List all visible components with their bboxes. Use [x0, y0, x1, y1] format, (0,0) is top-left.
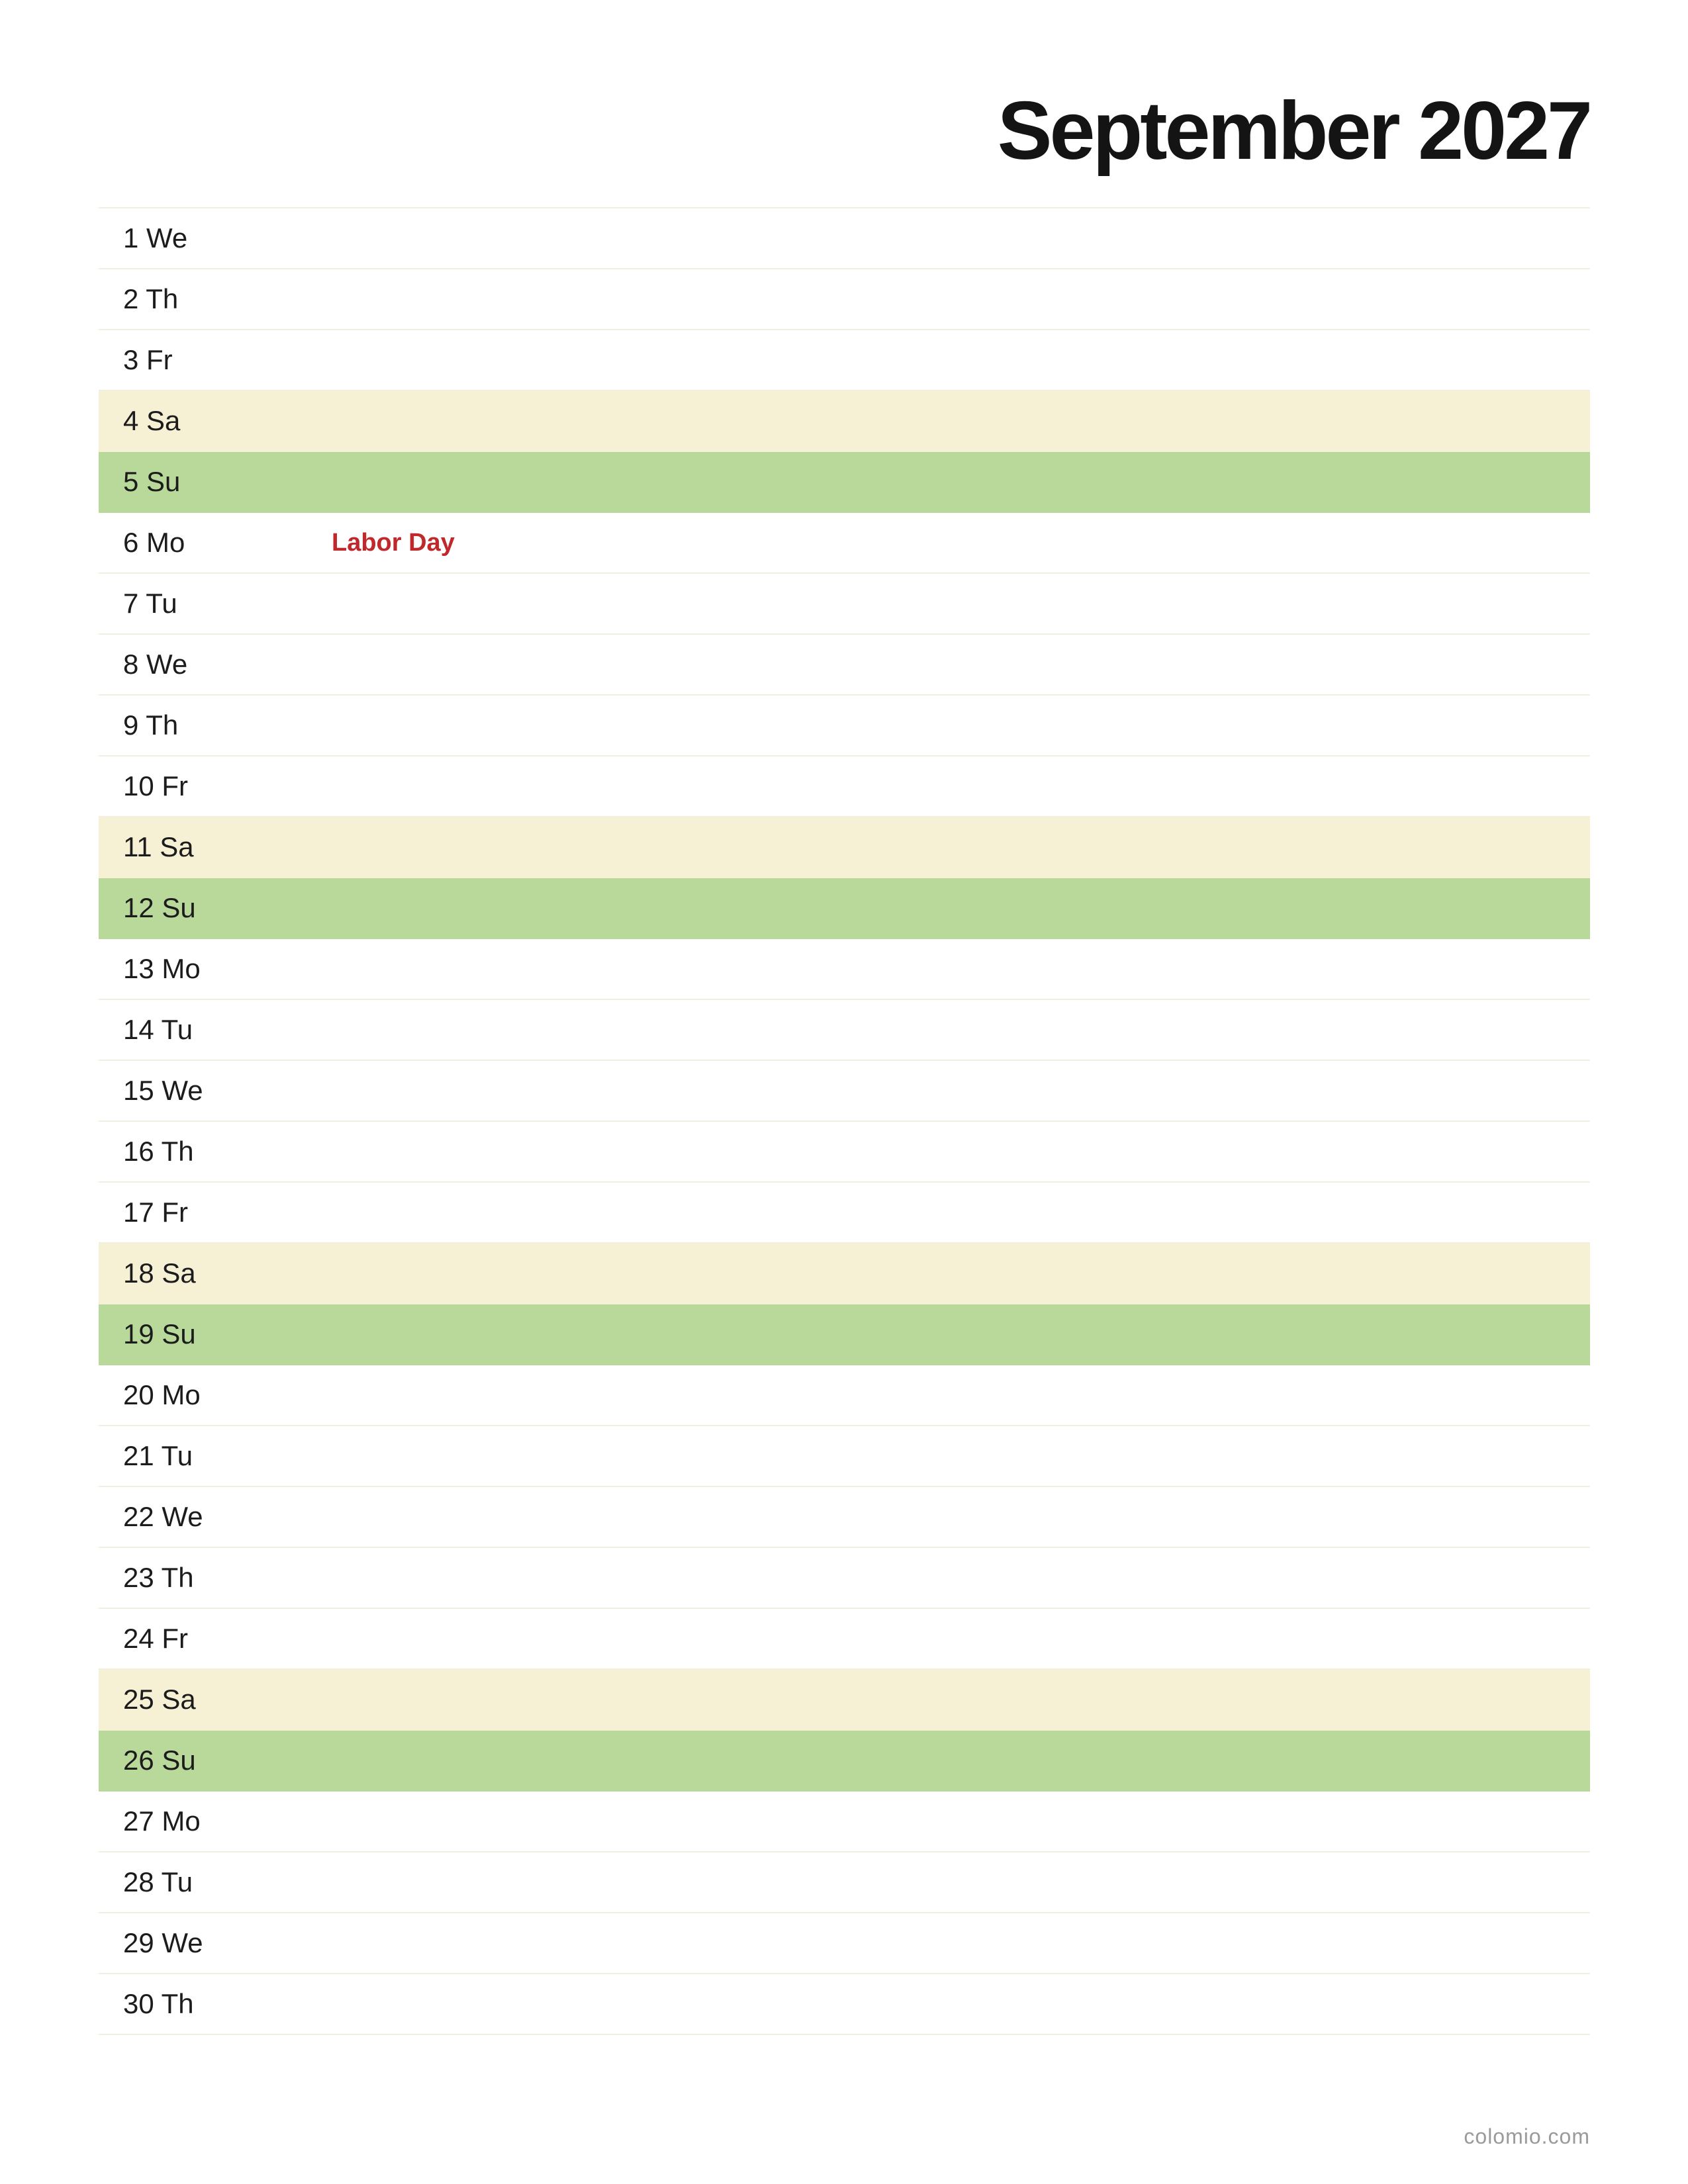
day-label: 24 Fr — [123, 1623, 189, 1654]
day-label: 28 Tu — [123, 1866, 193, 1897]
day-row[interactable]: 26 Su — [99, 1731, 1590, 1792]
page-title: September 2027 — [997, 85, 1593, 177]
day-label: 22 We — [123, 1501, 203, 1532]
day-row[interactable]: 8 We — [99, 635, 1590, 696]
footer-brand: colomio.com — [1464, 2124, 1590, 2148]
day-row[interactable]: 9 Th — [99, 696, 1590, 756]
day-row[interactable]: 2 Th — [99, 269, 1590, 330]
day-label: 11 Sa — [123, 831, 194, 862]
day-label: 21 Tu — [123, 1440, 193, 1471]
day-label: 17 Fr — [123, 1197, 189, 1228]
day-label: 25 Sa — [123, 1684, 196, 1715]
day-row[interactable]: 16 Th — [99, 1122, 1590, 1183]
day-row[interactable]: 30 Th — [99, 1974, 1590, 2035]
day-label: 15 We — [123, 1075, 203, 1106]
day-row[interactable]: 25 Sa — [99, 1670, 1590, 1731]
day-label: 6 Mo — [123, 527, 185, 558]
day-label: 5 Su — [123, 466, 181, 497]
day-row[interactable]: 14 Tu — [99, 1000, 1590, 1061]
holiday-label: Labor Day — [332, 529, 455, 557]
day-label: 18 Sa — [123, 1257, 196, 1289]
day-row[interactable]: 11 Sa — [99, 817, 1590, 878]
day-label: 20 Mo — [123, 1379, 201, 1410]
day-row[interactable]: 29 We — [99, 1913, 1590, 1974]
day-row[interactable]: 15 We — [99, 1061, 1590, 1122]
day-list: 1 We 2 Th 3 Fr 4 Sa 5 Su 6 Mo Labor Day 7 Tu 8 W… — [99, 207, 1590, 2035]
day-row[interactable]: 28 Tu — [99, 1852, 1590, 1913]
day-row[interactable]: 19 Su — [99, 1304, 1590, 1365]
day-label: 4 Sa — [123, 405, 181, 436]
day-row[interactable]: 24 Fr — [99, 1609, 1590, 1670]
day-row[interactable]: 10 Fr — [99, 756, 1590, 817]
day-label: 9 Th — [123, 709, 179, 741]
day-label: 8 We — [123, 649, 188, 680]
day-label: 2 Th — [123, 283, 179, 314]
day-label: 26 Su — [123, 1745, 196, 1776]
day-row[interactable]: 21 Tu — [99, 1426, 1590, 1487]
day-row[interactable]: 18 Sa — [99, 1244, 1590, 1304]
day-label: 27 Mo — [123, 1805, 201, 1837]
day-label: 19 Su — [123, 1318, 196, 1349]
day-row[interactable]: 22 We — [99, 1487, 1590, 1548]
day-label: 30 Th — [123, 1988, 194, 2019]
day-label: 29 We — [123, 1927, 203, 1958]
day-label: 3 Fr — [123, 344, 173, 375]
day-row[interactable]: 7 Tu — [99, 574, 1590, 635]
day-row[interactable]: 17 Fr — [99, 1183, 1590, 1244]
day-row[interactable]: 23 Th — [99, 1548, 1590, 1609]
day-label: 23 Th — [123, 1562, 194, 1593]
day-label: 1 We — [123, 222, 188, 253]
day-label: 12 Su — [123, 892, 196, 923]
day-row[interactable]: 27 Mo — [99, 1792, 1590, 1852]
day-row[interactable]: 5 Su — [99, 452, 1590, 513]
day-row[interactable]: 1 We — [99, 208, 1590, 269]
day-row[interactable]: 3 Fr — [99, 330, 1590, 391]
day-label: 14 Tu — [123, 1014, 193, 1045]
day-row[interactable]: 13 Mo — [99, 939, 1590, 1000]
day-row[interactable]: 12 Su — [99, 878, 1590, 939]
day-label: 13 Mo — [123, 953, 201, 984]
day-label: 10 Fr — [123, 770, 189, 801]
day-row[interactable]: 6 Mo Labor Day — [99, 513, 1590, 574]
day-row[interactable]: 20 Mo — [99, 1365, 1590, 1426]
day-label: 7 Tu — [123, 588, 177, 619]
day-row[interactable]: 4 Sa — [99, 391, 1590, 452]
day-label: 16 Th — [123, 1136, 194, 1167]
